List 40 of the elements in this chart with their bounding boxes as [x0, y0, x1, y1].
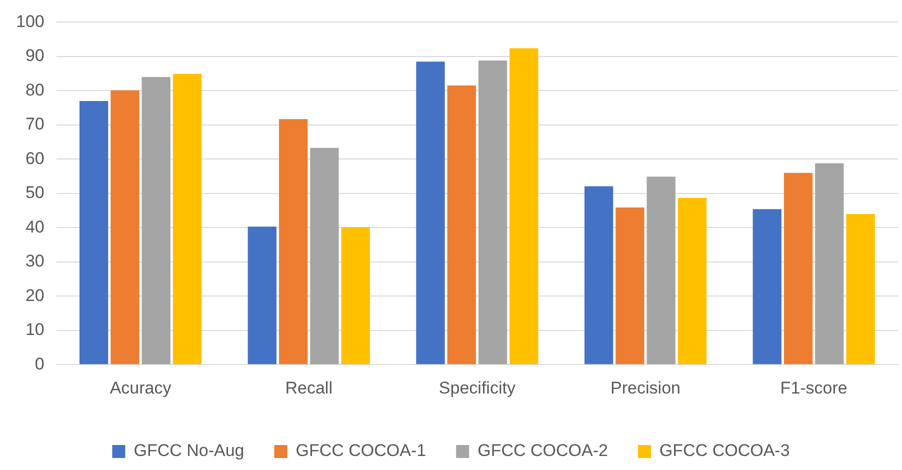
bar: [510, 48, 538, 364]
bar: [310, 148, 339, 364]
bar: [752, 209, 782, 364]
bar: [278, 119, 308, 364]
bar: [142, 76, 170, 364]
bar: [784, 172, 813, 364]
bar: [248, 226, 276, 364]
bar: [678, 198, 707, 364]
legend-label: GFCC No-Aug: [134, 441, 244, 460]
bar: [815, 163, 844, 364]
x-tick-label: Acuracy: [110, 378, 172, 398]
bar: [79, 100, 108, 364]
y-tick-label: 30: [25, 252, 44, 271]
x-tick-label: Specificity: [438, 378, 516, 398]
bar: [646, 176, 676, 364]
x-tick-label: Recall: [285, 378, 332, 398]
legend-label: GFCC COCOA-3: [659, 441, 790, 460]
y-tick-label: 90: [25, 46, 44, 66]
legend-label: GFCC COCOA-2: [478, 441, 608, 460]
bar: [846, 214, 875, 364]
x-tick-label: F1-score: [780, 378, 848, 398]
y-tick-label: 40: [25, 217, 44, 236]
y-tick-label: 10: [25, 320, 44, 340]
y-tick-label: 60: [25, 148, 44, 168]
bar: [584, 186, 614, 364]
y-tick-label: 70: [25, 114, 44, 134]
bar: [616, 207, 644, 364]
bar: [172, 74, 202, 364]
y-tick-label: 0: [34, 354, 44, 374]
bar: [478, 60, 508, 364]
bar: [447, 86, 476, 364]
bar: [341, 227, 370, 364]
bar: [110, 90, 140, 364]
y-tick-label: 80: [25, 80, 44, 100]
y-tick-label: 50: [25, 183, 44, 202]
y-tick-label: 100: [16, 12, 44, 31]
y-tick-label: 20: [25, 286, 44, 305]
x-tick-label: Precision: [610, 378, 680, 398]
legend-label: GFCC COCOA-1: [296, 441, 426, 460]
bar: [416, 62, 445, 364]
